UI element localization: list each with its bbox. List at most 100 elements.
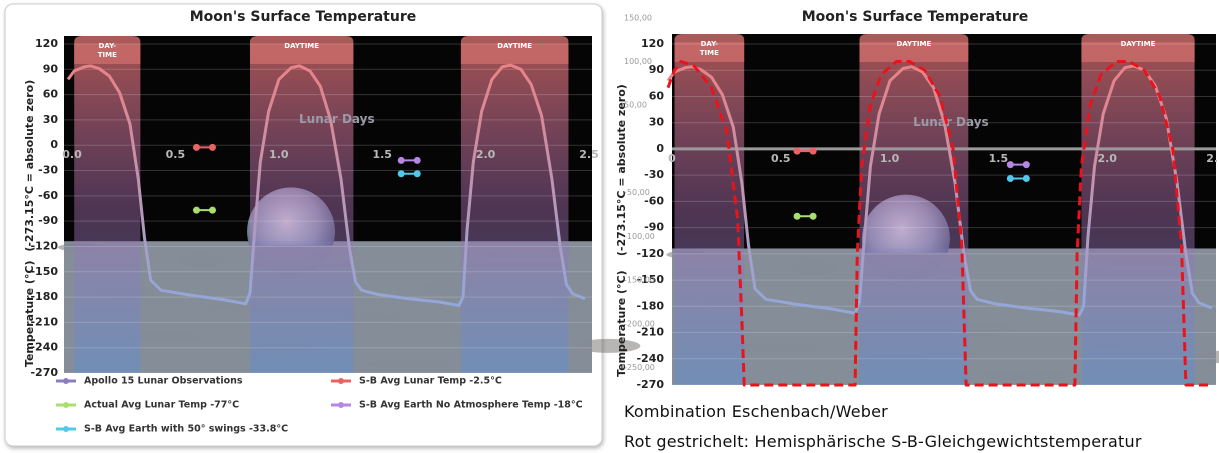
annotation: Lunar Days <box>299 112 375 126</box>
caption-line: Rot gestrichelt: Hemisphärische S-B-Glei… <box>624 432 1142 451</box>
y-tick-label: 120 <box>641 37 664 50</box>
y-axis-note: (-273.15°C = absolute zero) <box>23 80 36 252</box>
band-label: DAYTIME <box>897 40 932 48</box>
x-tick-label: 0.0 <box>62 148 82 161</box>
y-tick-label: 90 <box>649 63 665 76</box>
annotation: Lunar Days <box>913 115 989 129</box>
point-dot <box>208 143 216 151</box>
y-axis-note: (-273.15°C = absolute zero) <box>615 84 628 256</box>
legend-dot <box>63 402 69 408</box>
x-tick-label: 0.5 <box>771 152 791 165</box>
y-axis-label: Temperature (°C) <box>615 270 628 377</box>
y-tick-label: 0 <box>656 142 664 155</box>
y-tick-label: -180 <box>30 290 58 303</box>
daytime-band <box>859 42 969 385</box>
legend-label: Apollo 15 Lunar Observations <box>84 376 243 387</box>
y-tick-label: -60 <box>38 189 58 202</box>
y-tick-label: 60 <box>649 89 665 102</box>
data-line <box>66 63 586 307</box>
legend-dot <box>63 378 69 384</box>
y-tick-label: 90 <box>43 62 59 75</box>
daytime-band <box>249 44 354 373</box>
band-cap <box>74 36 141 64</box>
y-tick-label: -270 <box>636 378 664 391</box>
band-label: TIME <box>700 49 719 57</box>
y-tick-label: -150 <box>636 273 664 286</box>
y2-tick-label: -150,00 <box>624 276 655 285</box>
y2-tick-label: -100,00 <box>624 232 655 241</box>
y2-tick-label: 100,00 <box>624 57 652 66</box>
band-label: DAY- <box>701 40 719 48</box>
point-dot <box>809 147 817 155</box>
data-point <box>793 147 817 155</box>
band-cap <box>859 34 969 62</box>
x-tick-label: 0 <box>668 152 676 165</box>
legend-label: S-B Avg Earth No Atmosphere Temp -18°C <box>359 400 583 411</box>
y-tick-label: -210 <box>636 326 664 339</box>
point-dot <box>192 206 200 214</box>
data-point <box>1006 174 1030 182</box>
daytime-band <box>674 42 745 385</box>
x-tick-label: 0.5 <box>166 148 186 161</box>
y2-tick-label: 50,00 <box>624 101 647 110</box>
chart-title: Moon's Surface Temperature <box>802 9 1029 25</box>
data-point <box>192 143 216 151</box>
point-dot <box>413 156 421 164</box>
y-tick-label: -30 <box>38 164 58 177</box>
y-tick-label: -180 <box>636 299 664 312</box>
x-tick-label: 1.5 <box>989 152 1009 165</box>
legend-dot <box>63 426 69 432</box>
y-tick-label: 30 <box>43 113 59 126</box>
y-tick-label: -90 <box>644 221 664 234</box>
y-axis-label: Temperature (°C) <box>23 260 36 367</box>
band-label: DAYTIME <box>497 42 532 50</box>
legend-label: S-B Avg Earth with 50° swings -33.8°C <box>84 424 288 435</box>
band-cap <box>674 34 745 62</box>
y-tick-label: -120 <box>636 247 664 260</box>
band-label: DAYTIME <box>284 42 319 50</box>
y-tick-label: -120 <box>30 239 58 252</box>
x-tick-label: 1.0 <box>269 148 289 161</box>
point-dot <box>1006 174 1014 182</box>
band-cap <box>1081 34 1195 62</box>
y2-tick-label: -250,00 <box>624 363 655 372</box>
y-tick-label: -240 <box>636 352 664 365</box>
point-dot <box>1006 161 1014 169</box>
x-tick-label: 1.5 <box>372 148 392 161</box>
legend-dot <box>338 378 344 384</box>
surface-texture <box>576 338 641 353</box>
daytime-band <box>460 44 569 373</box>
point-dot <box>809 212 817 220</box>
legend-label: S-B Avg Lunar Temp -2.5°C <box>359 376 502 387</box>
y-tick-label: -270 <box>30 366 58 379</box>
x-tick-label: 2.0 <box>476 148 496 161</box>
point-dot <box>1022 174 1030 182</box>
daytime-band <box>74 44 141 373</box>
band-cap <box>249 36 354 64</box>
data-point <box>793 212 817 220</box>
data-point <box>192 206 216 214</box>
band-label: DAYTIME <box>1121 40 1156 48</box>
point-dot <box>397 156 405 164</box>
band-label: TIME <box>98 51 117 59</box>
dashed-line <box>666 60 1212 387</box>
data-point <box>397 170 421 178</box>
legend-label: Actual Avg Lunar Temp -77°C <box>84 400 239 411</box>
data-point <box>1006 161 1030 169</box>
y2-tick-label: -200,00 <box>624 319 655 328</box>
point-dot <box>413 170 421 178</box>
y-tick-label: -60 <box>644 194 664 207</box>
y-tick-label: -150 <box>30 265 58 278</box>
y-tick-label: 120 <box>35 37 58 50</box>
point-dot <box>793 212 801 220</box>
x-tick-label: 2.5 <box>1206 152 1219 165</box>
y-tick-label: -240 <box>30 341 58 354</box>
y2-tick-label: 150,00 <box>624 13 652 22</box>
point-dot <box>192 143 200 151</box>
point-dot <box>793 147 801 155</box>
y-tick-label: 60 <box>43 88 59 101</box>
legend-dot <box>338 402 344 408</box>
point-dot <box>1022 161 1030 169</box>
x-tick-label: 2.5 <box>579 148 599 161</box>
